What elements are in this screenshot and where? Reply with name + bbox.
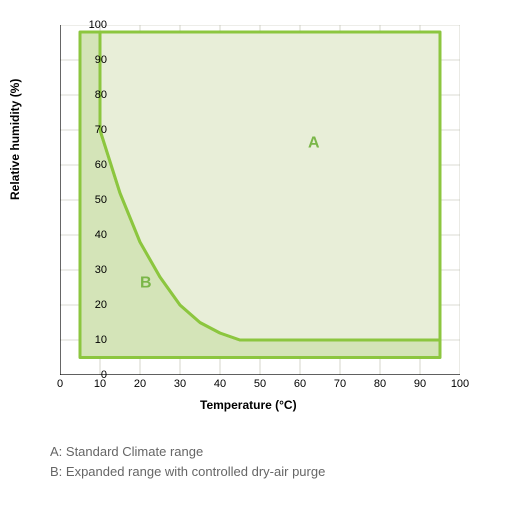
x-tick: 20 [130,378,150,390]
chart-svg: A B [60,25,460,375]
y-tick: 80 [77,89,107,101]
y-tick: 100 [77,19,107,31]
x-tick: 80 [370,378,390,390]
y-tick: 50 [77,194,107,206]
y-tick: 40 [77,229,107,241]
y-tick: 30 [77,264,107,276]
x-tick: 30 [170,378,190,390]
region-a-label: A [308,135,320,152]
y-tick: 60 [77,159,107,171]
x-tick: 60 [290,378,310,390]
x-tick: 40 [210,378,230,390]
x-tick: 90 [410,378,430,390]
x-tick: 0 [50,378,70,390]
y-axis-label: Relative humidity (%) [8,79,22,200]
x-tick: 10 [90,378,110,390]
x-axis-label: Temperature (°C) [200,398,297,412]
y-tick: 10 [77,334,107,346]
x-tick: 100 [450,378,470,390]
chart-area: A B [60,25,460,375]
y-tick: 90 [77,54,107,66]
x-tick: 70 [330,378,350,390]
y-tick: 20 [77,299,107,311]
legend-a: A: Standard Climate range [50,442,325,462]
region-b-label: B [140,275,152,292]
legend-b: B: Expanded range with controlled dry-ai… [50,462,325,482]
legend: A: Standard Climate range B: Expanded ra… [50,442,325,481]
x-tick: 50 [250,378,270,390]
y-tick: 70 [77,124,107,136]
